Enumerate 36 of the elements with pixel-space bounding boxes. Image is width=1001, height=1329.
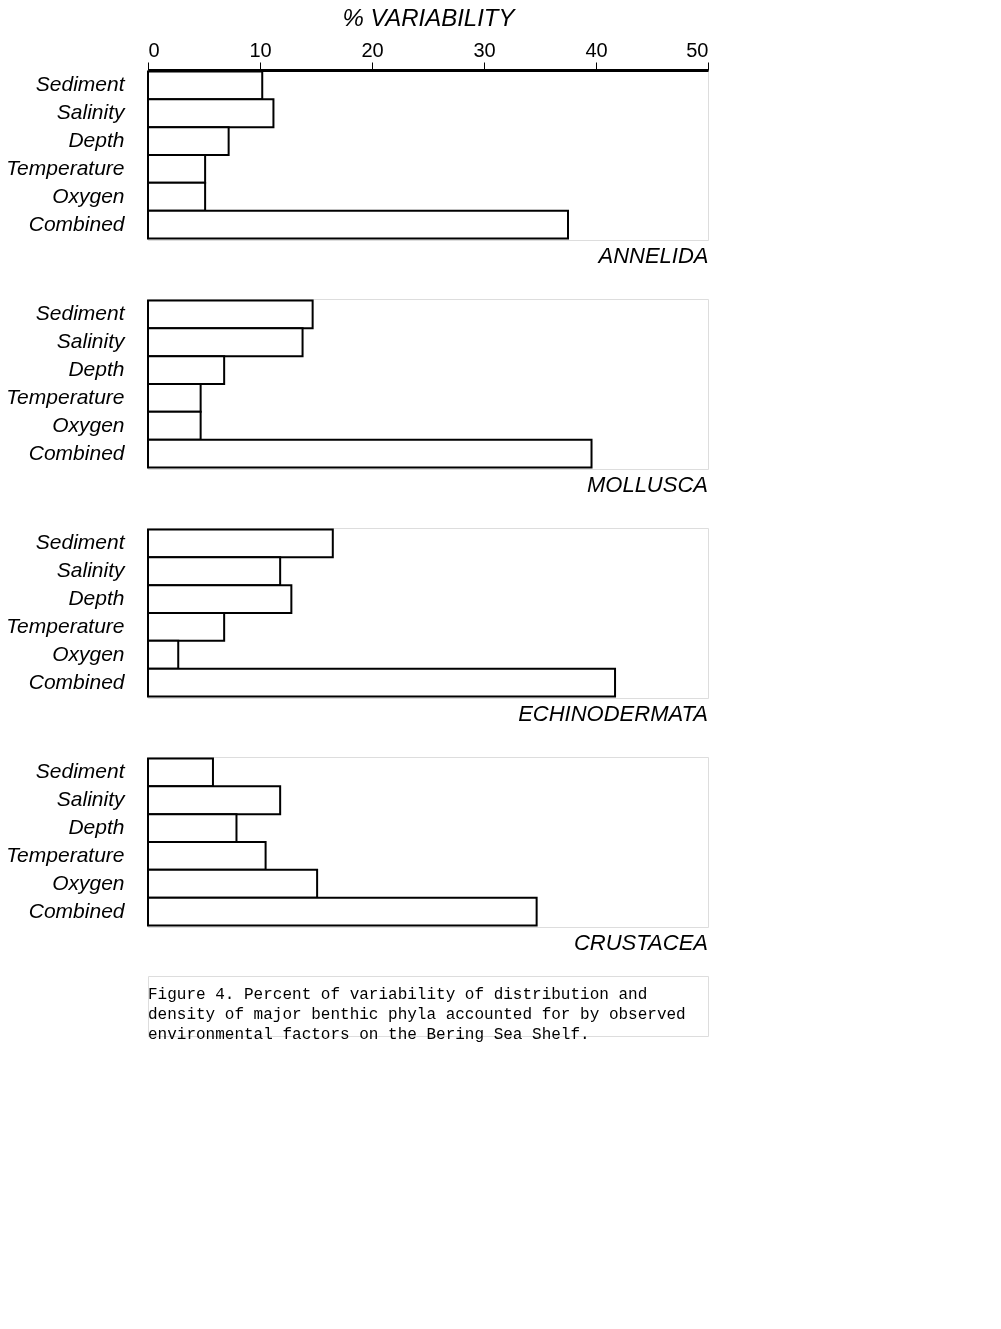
y-tick-label: Temperature [6, 842, 125, 866]
y-tick-label: Temperature [6, 384, 125, 408]
y-tick-label: Temperature [6, 155, 125, 179]
x-tick-label: 30 [473, 38, 496, 61]
text: ECHINODERMATA [518, 701, 708, 726]
caption: Figure 4. Percent of variability of distribution and density of major benthic phyla accounted for by observed environmental factors on the Bering Sea Shelf. [148, 986, 686, 1044]
y-tick-label: Depth [68, 586, 125, 610]
x-tick-label: 40 [585, 38, 608, 61]
y-tick-label: Salinity [56, 787, 126, 811]
y-tick-label: Combined [28, 898, 126, 922]
text: MOLLUSCA [586, 472, 708, 497]
y-tick-label: Sediment [35, 759, 126, 783]
y-tick-label: Salinity [56, 558, 126, 582]
x-axis-title: % VARIABILITY [342, 3, 517, 31]
x-tick-label: 10 [249, 38, 272, 61]
x-tick-label: 0 [148, 38, 160, 61]
y-tick-label: Sediment [35, 530, 126, 554]
y-tick-label: Oxygen [52, 183, 125, 207]
y-tick-label: Combined [28, 211, 126, 235]
y-tick-label: Salinity [56, 329, 126, 353]
y-tick-label: Depth [68, 815, 125, 839]
x-tick-label: 50 [686, 38, 709, 61]
y-tick-label: Sediment [35, 72, 126, 96]
y-tick-label: Depth [68, 128, 125, 152]
y-tick-label: Sediment [35, 301, 126, 325]
text: ANNELIDA [596, 243, 709, 268]
y-tick-label: Temperature [6, 613, 125, 637]
y-tick-label: Combined [28, 669, 126, 693]
y-tick-label: Oxygen [52, 641, 125, 665]
y-tick-label: Oxygen [52, 870, 125, 894]
y-tick-label: Salinity [56, 100, 126, 124]
text: CRUSTACEA [573, 930, 708, 955]
y-tick-label: Combined [28, 440, 126, 464]
x-tick-label: 20 [361, 38, 384, 61]
y-tick-label: Depth [68, 357, 125, 381]
y-tick-label: Oxygen [52, 412, 125, 436]
